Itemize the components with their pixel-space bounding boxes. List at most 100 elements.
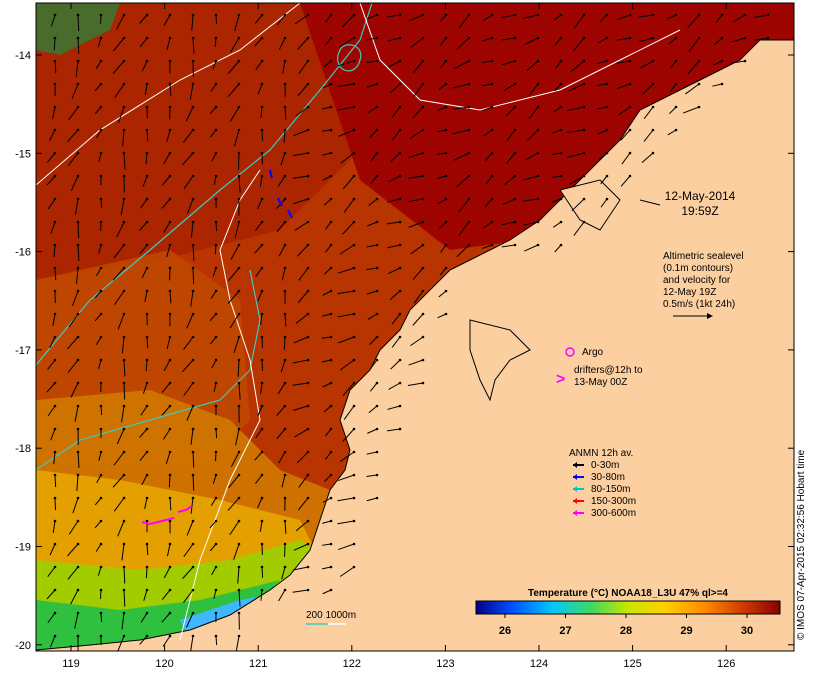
velocity-arrow bbox=[325, 221, 332, 230]
velocity-arrow-origin bbox=[352, 427, 356, 431]
velocity-arrow-origin bbox=[145, 151, 149, 155]
velocity-arrow bbox=[141, 267, 148, 279]
velocity-arrow bbox=[117, 520, 125, 537]
velocity-arrow-origin bbox=[122, 266, 126, 270]
velocity-arrow-origin bbox=[283, 312, 287, 316]
velocity-arrow-origin bbox=[191, 312, 195, 316]
velocity-arrow-origin bbox=[605, 13, 609, 17]
velocity-arrow-origin bbox=[145, 450, 149, 454]
velocity-arrow-origin bbox=[168, 312, 172, 316]
velocity-arrow bbox=[408, 359, 424, 366]
velocity-arrow-origin bbox=[99, 36, 103, 40]
velocity-arrow-origin bbox=[76, 427, 80, 431]
velocity-arrow-origin bbox=[76, 611, 80, 615]
velocity-arrow-origin bbox=[191, 82, 195, 86]
velocity-arrow bbox=[100, 612, 103, 623]
velocity-arrow bbox=[182, 566, 194, 580]
velocity-arrow-origin bbox=[260, 450, 264, 454]
velocity-arrow-origin bbox=[352, 36, 356, 40]
velocity-arrow bbox=[573, 221, 585, 236]
velocity-arrow-origin bbox=[76, 289, 80, 293]
velocity-arrow-origin bbox=[329, 36, 333, 40]
velocity-arrow-origin bbox=[467, 151, 471, 155]
velocity-arrow bbox=[142, 382, 148, 394]
velocity-arrow-origin bbox=[559, 36, 563, 40]
velocity-arrow-origin bbox=[421, 82, 425, 86]
velocity-arrow bbox=[215, 221, 218, 232]
velocity-arrow-origin bbox=[398, 335, 402, 339]
velocity-arrow bbox=[551, 129, 562, 134]
velocity-arrow-origin bbox=[283, 220, 287, 224]
velocity-arrow bbox=[338, 336, 355, 344]
isobath-label: 200 1000m bbox=[306, 610, 356, 621]
velocity-arrow-origin bbox=[191, 174, 195, 178]
velocity-arrow-origin bbox=[122, 312, 126, 316]
velocity-arrow bbox=[440, 244, 447, 253]
velocity-arrow bbox=[452, 106, 470, 110]
velocity-arrow bbox=[436, 175, 447, 180]
velocity-arrow bbox=[98, 152, 102, 162]
velocity-arrow bbox=[337, 543, 355, 551]
velocity-arrow-origin bbox=[582, 197, 586, 201]
velocity-arrow-origin bbox=[559, 82, 563, 86]
velocity-arrow bbox=[343, 198, 355, 213]
velocity-arrow-origin bbox=[53, 358, 57, 362]
velocity-arrow-origin bbox=[99, 128, 103, 132]
velocity-arrow-origin bbox=[352, 243, 356, 247]
velocity-arrow bbox=[325, 14, 332, 23]
velocity-arrow-origin bbox=[306, 243, 310, 247]
velocity-arrow-origin bbox=[605, 59, 609, 63]
velocity-arrow bbox=[238, 175, 241, 193]
velocity-arrow bbox=[524, 244, 539, 252]
velocity-arrow-origin bbox=[191, 36, 195, 40]
velocity-arrow bbox=[230, 451, 240, 468]
velocity-arrow bbox=[47, 359, 56, 370]
velocity-arrow-origin bbox=[145, 289, 149, 293]
velocity-arrow-origin bbox=[352, 519, 356, 523]
velocity-arrow bbox=[260, 106, 263, 118]
lon-tick-label: 121 bbox=[249, 658, 267, 670]
velocity-arrow bbox=[259, 175, 263, 187]
velocity-arrow bbox=[114, 290, 125, 305]
anmn-arrowhead-icon bbox=[573, 474, 577, 480]
velocity-arrow bbox=[366, 60, 378, 64]
velocity-arrow bbox=[283, 129, 286, 143]
velocity-arrow-origin bbox=[536, 220, 540, 224]
velocity-arrow-origin bbox=[260, 542, 264, 546]
velocity-arrow bbox=[501, 14, 516, 19]
velocity-arrow-origin bbox=[145, 59, 149, 63]
velocity-arrow bbox=[366, 267, 378, 271]
velocity-arrow bbox=[235, 428, 240, 446]
velocity-arrow-origin bbox=[260, 59, 264, 63]
longitude-axis: 119 120 121 122 123 124 125 126 bbox=[62, 3, 735, 670]
velocity-arrow bbox=[280, 359, 286, 373]
velocity-arrow-origin bbox=[283, 358, 287, 362]
velocity-arrow bbox=[67, 336, 79, 350]
velocity-arrow bbox=[120, 198, 125, 216]
velocity-arrow-origin bbox=[283, 13, 287, 17]
velocity-arrow bbox=[75, 198, 79, 215]
colorbar-tick-label: 26 bbox=[499, 625, 511, 637]
velocity-arrow-origin bbox=[651, 82, 655, 86]
velocity-arrow-origin bbox=[697, 105, 701, 109]
velocity-arrow bbox=[387, 198, 401, 203]
velocity-arrow bbox=[68, 313, 79, 328]
velocity-arrow-origin bbox=[76, 312, 80, 316]
velocity-arrow-origin bbox=[536, 128, 540, 132]
velocity-arrow-origin bbox=[283, 404, 287, 408]
lon-tick-label: 124 bbox=[530, 658, 548, 670]
velocity-arrow bbox=[276, 428, 286, 440]
velocity-arrow-origin bbox=[237, 151, 241, 155]
velocity-arrow-origin bbox=[53, 519, 57, 523]
velocity-arrow bbox=[322, 83, 332, 89]
velocity-arrow-origin bbox=[168, 450, 172, 454]
velocity-arrow bbox=[162, 635, 171, 647]
velocity-arrow-origin bbox=[306, 565, 310, 569]
velocity-arrow bbox=[168, 474, 171, 488]
velocity-arrow-origin bbox=[191, 335, 195, 339]
colorbar-tick-label: 30 bbox=[741, 625, 753, 637]
velocity-arrow-origin bbox=[260, 312, 264, 316]
velocity-arrow bbox=[368, 405, 378, 414]
velocity-arrow bbox=[183, 175, 194, 190]
altimetry-line: 0.5m/s (1kt 24h) bbox=[663, 299, 735, 310]
